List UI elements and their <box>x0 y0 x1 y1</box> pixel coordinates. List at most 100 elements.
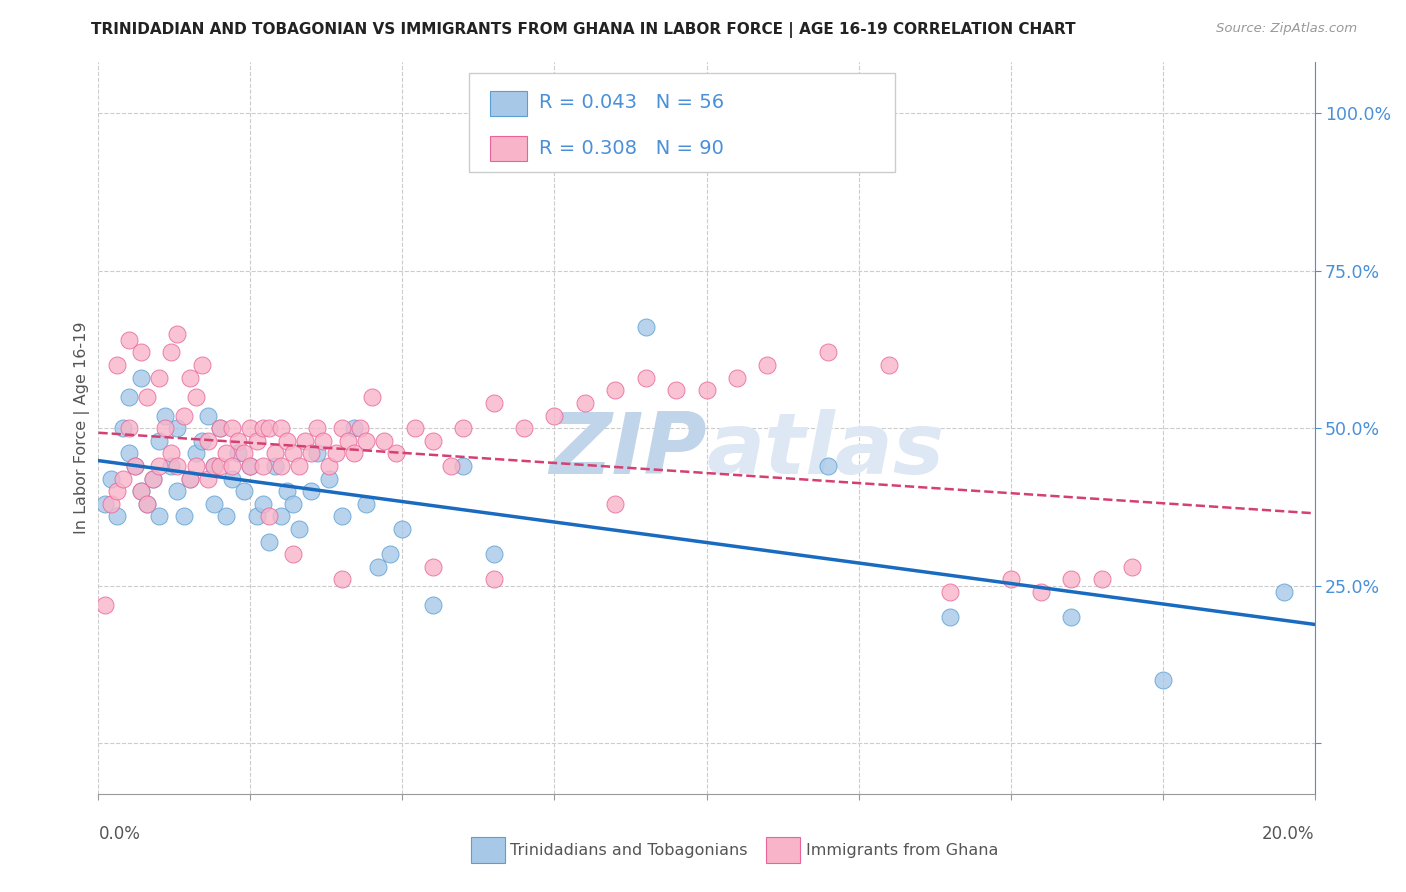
Bar <box>491 136 526 161</box>
Point <box>129 484 152 499</box>
Point <box>166 458 188 473</box>
Point <box>93 497 115 511</box>
Point <box>343 421 366 435</box>
Point <box>142 472 165 486</box>
Point <box>209 421 232 435</box>
Point <box>574 396 596 410</box>
Point <box>605 384 627 398</box>
Point <box>202 458 225 473</box>
Point <box>482 573 505 587</box>
Point <box>1060 610 1083 624</box>
Point <box>148 370 170 384</box>
Point <box>361 390 384 404</box>
Point <box>252 421 274 435</box>
Point <box>221 458 243 473</box>
Point <box>226 434 249 448</box>
Point <box>281 497 304 511</box>
Point <box>367 560 389 574</box>
Point <box>184 446 207 460</box>
Text: 20.0%: 20.0% <box>1263 825 1315 843</box>
Point <box>318 458 340 473</box>
Point <box>118 390 141 404</box>
Point <box>100 472 122 486</box>
Point <box>1091 573 1114 587</box>
Point <box>226 446 249 460</box>
Point <box>118 333 141 347</box>
Point <box>257 534 280 549</box>
Point <box>330 421 353 435</box>
Text: 0.0%: 0.0% <box>98 825 141 843</box>
Text: Trinidadians and Tobagonians: Trinidadians and Tobagonians <box>510 843 748 857</box>
Point <box>179 370 201 384</box>
Point <box>118 446 141 460</box>
Point <box>184 390 207 404</box>
Point <box>385 446 408 460</box>
Point <box>1029 585 1052 599</box>
Point <box>129 345 152 359</box>
Point <box>93 598 115 612</box>
Text: Immigrants from Ghana: Immigrants from Ghana <box>806 843 998 857</box>
Point <box>1060 573 1083 587</box>
Point <box>202 458 225 473</box>
Point <box>209 421 232 435</box>
Point <box>939 585 962 599</box>
Point <box>665 384 688 398</box>
Point <box>160 345 183 359</box>
Point <box>191 434 214 448</box>
Point <box>245 509 267 524</box>
Point <box>756 358 779 372</box>
Point <box>148 509 170 524</box>
Point <box>155 409 177 423</box>
Point <box>343 446 366 460</box>
Point <box>166 326 188 341</box>
Point <box>221 472 243 486</box>
Point <box>239 421 262 435</box>
Point <box>105 509 128 524</box>
Point <box>307 421 329 435</box>
Point <box>422 598 444 612</box>
Point <box>257 509 280 524</box>
Point <box>299 484 322 499</box>
Point <box>160 446 183 460</box>
Point <box>312 434 335 448</box>
Point <box>634 320 657 334</box>
Point <box>288 522 311 536</box>
Point <box>136 497 159 511</box>
Point <box>221 421 243 435</box>
Point <box>252 497 274 511</box>
Point <box>1121 560 1143 574</box>
Point <box>281 547 304 561</box>
Point <box>166 484 188 499</box>
Point <box>191 358 214 372</box>
Point <box>166 421 188 435</box>
Text: R = 0.043   N = 56: R = 0.043 N = 56 <box>538 93 724 112</box>
Point <box>725 370 748 384</box>
Point <box>696 384 718 398</box>
Point <box>1152 673 1174 688</box>
Point <box>239 458 262 473</box>
Point <box>276 434 298 448</box>
Point <box>129 484 152 499</box>
Point <box>124 458 146 473</box>
Point <box>215 446 238 460</box>
Point <box>263 446 285 460</box>
Point <box>299 446 322 460</box>
Point <box>270 509 292 524</box>
Point <box>257 421 280 435</box>
Point <box>373 434 395 448</box>
Point <box>202 497 225 511</box>
Point <box>142 472 165 486</box>
Point <box>605 497 627 511</box>
Point <box>276 484 298 499</box>
Point <box>349 421 371 435</box>
Text: atlas: atlas <box>707 409 945 491</box>
Point <box>1272 585 1295 599</box>
Point <box>817 458 839 473</box>
Point <box>354 497 377 511</box>
Point <box>330 509 353 524</box>
Point <box>453 458 475 473</box>
Point <box>513 421 536 435</box>
Point <box>325 446 347 460</box>
Point <box>233 446 256 460</box>
Bar <box>491 91 526 116</box>
